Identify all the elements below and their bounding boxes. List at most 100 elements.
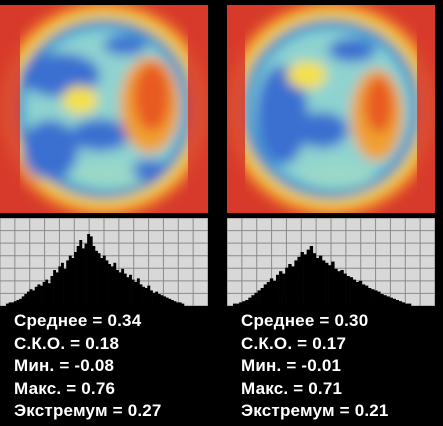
left-histogram-bar: [157, 294, 161, 306]
right-histogram-bar: [352, 279, 357, 306]
right-histogram-bar: [346, 276, 350, 306]
right-histogram-bar: [334, 268, 338, 306]
left-histogram-bar: [149, 290, 153, 306]
right-histogram-bar: [309, 246, 314, 306]
left-histogram-bar: [147, 285, 151, 306]
left-heatmap: [0, 5, 208, 213]
right-histogram-bar: [383, 295, 387, 306]
right-histogram-bar: [248, 297, 252, 306]
right-histogram-bar: [275, 274, 280, 306]
right-histogram-bar: [377, 291, 381, 306]
right-histogram-bar: [251, 295, 255, 306]
left-histogram-bar: [173, 301, 177, 306]
right-histogram-bar: [279, 271, 283, 306]
left-histogram-bar: [115, 270, 119, 306]
left-histogram-bar: [63, 268, 67, 306]
left-histogram-bar: [160, 295, 164, 306]
right-panel: Среднее = 0.30 С.К.О. = 0.17 Мин. = -0.0…: [227, 0, 435, 426]
right-histogram-bar: [368, 288, 372, 306]
right-histogram-bar: [374, 290, 378, 306]
right-histogram-bar: [236, 303, 240, 306]
left-histogram-bar: [168, 298, 172, 306]
right-histogram-bar: [358, 280, 363, 306]
right-histogram: [227, 218, 435, 306]
left-histogram-bar: [97, 253, 101, 306]
right-histogram-bar: [315, 258, 320, 306]
right-histogram-bar: [288, 264, 292, 306]
right-histogram-bar: [257, 290, 261, 306]
left-histogram-bar: [50, 276, 54, 306]
left-histogram-bar: [29, 289, 33, 306]
left-histogram-bar: [60, 262, 64, 306]
left-histogram-bar: [55, 272, 59, 306]
left-histogram-bar: [176, 302, 180, 306]
left-histogram: [0, 218, 208, 306]
left-histogram-bar: [45, 279, 49, 306]
right-histogram-bar: [355, 282, 360, 306]
left-histogram-bar: [129, 274, 132, 306]
right-histogram-bar: [282, 273, 286, 306]
right-histogram-bar: [340, 270, 344, 306]
left-histogram-bar: [16, 300, 20, 306]
right-histogram-bar: [297, 256, 301, 306]
left-histogram-bar: [95, 250, 98, 306]
left-histogram-bar: [102, 255, 106, 306]
left-histogram-bar: [13, 301, 17, 306]
left-histogram-bar: [26, 291, 30, 306]
right-stat-min: Мин. = -0.01: [241, 356, 342, 375]
left-histogram-bar: [34, 286, 38, 306]
right-histogram-bar: [312, 253, 317, 306]
left-histogram-bar: [144, 288, 148, 306]
right-histogram-bar: [254, 292, 258, 306]
right-histogram-bar: [239, 302, 243, 306]
right-histogram-bar: [386, 296, 390, 306]
right-histogram-bar: [272, 280, 277, 306]
left-histogram-bar: [6, 303, 9, 306]
left-histogram-bar: [8, 302, 12, 306]
left-histogram-bar: [84, 243, 88, 306]
right-stat-max: Макс. = 0.71: [241, 378, 343, 398]
left-stat-min: Мин. = -0.08: [14, 356, 115, 375]
right-histogram-bar: [285, 267, 289, 306]
left-histogram-bar: [37, 284, 41, 306]
right-histogram-bar: [263, 284, 268, 306]
left-histogram-chart: [0, 218, 208, 306]
left-stat-max: Макс. = 0.76: [14, 378, 116, 398]
right-histogram-bar: [361, 284, 366, 306]
right-histogram-bar: [337, 271, 341, 306]
right-histogram-bar: [318, 255, 323, 306]
left-histogram-bar: [118, 272, 122, 306]
left-histogram-bar: [92, 246, 96, 306]
right-histogram-bar: [398, 301, 403, 306]
left-histogram-bar: [32, 290, 36, 306]
left-histogram-bar: [58, 266, 62, 306]
right-histogram-bar: [364, 285, 369, 306]
right-stat-mean: Среднее = 0.30: [241, 311, 369, 330]
right-histogram-bar: [395, 300, 400, 306]
left-histogram-bar: [121, 268, 125, 306]
left-histogram-bar: [110, 266, 114, 306]
left-stat-mean: Среднее = 0.34: [14, 311, 142, 330]
right-histogram-bar: [343, 273, 347, 306]
left-histogram-bar: [152, 292, 156, 306]
right-histogram-bar: [401, 302, 406, 306]
left-histogram-bar: [123, 273, 127, 306]
right-histogram-bar: [325, 262, 329, 306]
left-histogram-bar: [53, 270, 57, 306]
left-histogram-bar: [11, 302, 15, 306]
left-histogram-bar: [66, 260, 70, 306]
left-histogram-bar: [131, 279, 135, 306]
right-histogram-bar: [260, 288, 264, 306]
left-histogram-bar: [79, 240, 83, 306]
left-histogram-bar: [108, 264, 112, 306]
right-histogram-bar: [404, 303, 409, 306]
left-histogram-bar: [68, 255, 72, 306]
right-histogram-bar: [242, 301, 246, 306]
right-stats: Среднее = 0.30 С.К.О. = 0.17 Мин. = -0.0…: [241, 310, 441, 423]
right-histogram-bar: [233, 303, 237, 306]
left-histogram-bar: [87, 234, 91, 306]
right-histogram-bar: [328, 265, 332, 306]
left-stat-std: С.К.О. = 0.18: [14, 333, 120, 353]
left-histogram-bar: [19, 298, 23, 306]
left-histogram-bar: [155, 291, 159, 306]
